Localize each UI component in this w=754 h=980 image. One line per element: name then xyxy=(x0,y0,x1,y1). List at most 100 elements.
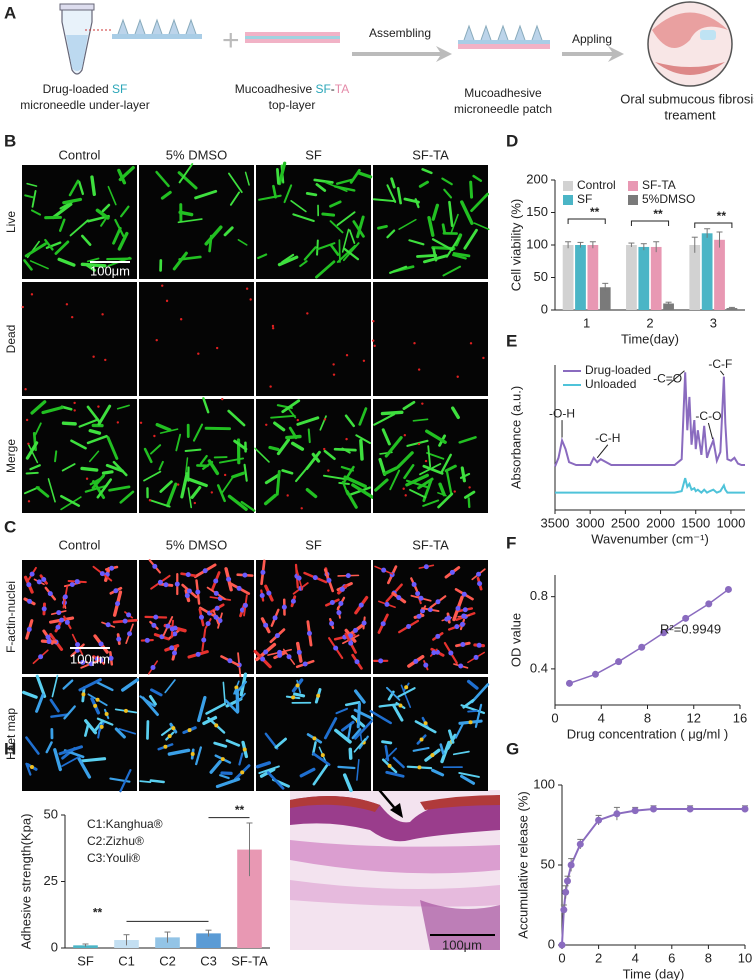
annotation-arrow xyxy=(707,422,714,440)
cell xyxy=(353,708,374,720)
cell xyxy=(80,466,99,472)
nucleus xyxy=(41,606,47,612)
nucleus xyxy=(172,650,178,656)
annotation: -C-F xyxy=(708,357,732,371)
cell xyxy=(460,774,476,785)
nucleus xyxy=(150,664,156,670)
cell xyxy=(405,473,429,487)
nucleus xyxy=(74,579,80,585)
cell xyxy=(281,399,301,414)
cell xyxy=(305,450,321,470)
cell xyxy=(377,224,388,230)
nucleus xyxy=(213,578,219,584)
cell xyxy=(78,418,100,428)
cell xyxy=(467,709,478,713)
cell xyxy=(208,234,213,253)
cell xyxy=(70,439,87,450)
bar xyxy=(701,233,713,310)
nucleus xyxy=(115,601,121,607)
nucleus xyxy=(236,585,242,591)
nucleus xyxy=(446,615,452,621)
y-tick-label: 100 xyxy=(533,776,555,791)
cell xyxy=(258,765,280,775)
cell xyxy=(427,215,435,237)
cell xyxy=(45,241,62,249)
plus: + xyxy=(222,24,240,57)
nucleus xyxy=(326,577,332,583)
hot-spot xyxy=(104,711,109,716)
cell xyxy=(61,463,76,472)
cell xyxy=(355,434,371,445)
top-layer-label: Mucoadhesive SF-TA xyxy=(235,82,350,96)
dead-cell xyxy=(85,477,89,480)
submucosa xyxy=(290,880,500,907)
cell xyxy=(139,695,156,708)
dead-cell xyxy=(97,405,100,408)
hot-spot xyxy=(312,736,317,741)
cell xyxy=(25,736,40,755)
cell xyxy=(329,220,344,234)
cell xyxy=(44,238,54,251)
cell xyxy=(229,191,241,206)
cell xyxy=(372,198,397,203)
x-tick-label: SF xyxy=(77,953,94,968)
nucleus xyxy=(205,621,211,627)
cell xyxy=(51,202,73,220)
nucleus xyxy=(380,621,386,627)
cell xyxy=(149,779,165,784)
dead-cell xyxy=(372,319,375,323)
point xyxy=(682,614,690,622)
cell xyxy=(150,688,163,697)
bar xyxy=(562,245,574,310)
cell xyxy=(335,178,354,185)
cell xyxy=(351,483,375,499)
bar xyxy=(587,245,599,310)
annotation-arrow xyxy=(596,444,609,459)
dead-cell xyxy=(193,501,197,505)
cell xyxy=(139,780,152,784)
nucleus xyxy=(59,617,65,623)
cell xyxy=(199,454,208,465)
cell xyxy=(378,457,387,476)
cell xyxy=(322,474,346,480)
x-tick-label: 2 xyxy=(646,315,653,330)
nucleus xyxy=(195,589,201,595)
x-tick-label: 6 xyxy=(668,950,675,965)
x-tick-label: 4 xyxy=(632,950,639,965)
patch-label: microneedle patch xyxy=(454,102,552,116)
cell xyxy=(78,678,102,692)
nucleus xyxy=(435,633,441,639)
hot-spot xyxy=(423,721,428,726)
hot-spot xyxy=(234,685,239,690)
cell xyxy=(466,679,479,690)
panel-label: D xyxy=(506,131,518,150)
legend-label: Drug-loaded xyxy=(585,363,651,377)
nucleus xyxy=(226,576,232,582)
nucleus xyxy=(277,649,283,655)
cell xyxy=(343,247,360,261)
cell xyxy=(341,228,350,253)
marker xyxy=(576,840,584,848)
cell xyxy=(467,497,471,509)
cell xyxy=(385,747,398,760)
marker xyxy=(560,906,568,914)
cell xyxy=(34,422,42,436)
cell xyxy=(421,168,433,175)
dead-cell xyxy=(70,315,74,319)
cell xyxy=(438,482,446,497)
nucleus xyxy=(69,581,75,587)
cell xyxy=(143,447,153,464)
nucleus xyxy=(122,618,128,624)
cell xyxy=(26,182,38,187)
hot-spot xyxy=(295,683,300,688)
cell xyxy=(356,171,373,179)
tube-liquid xyxy=(66,35,88,71)
hot-spot xyxy=(29,764,34,769)
x-tick-label: 1 xyxy=(583,315,590,330)
point xyxy=(615,658,623,666)
dead-cell xyxy=(148,499,152,502)
micrograph xyxy=(139,282,254,396)
cell xyxy=(422,464,444,475)
dead-cell xyxy=(482,356,485,360)
cell xyxy=(445,471,453,494)
